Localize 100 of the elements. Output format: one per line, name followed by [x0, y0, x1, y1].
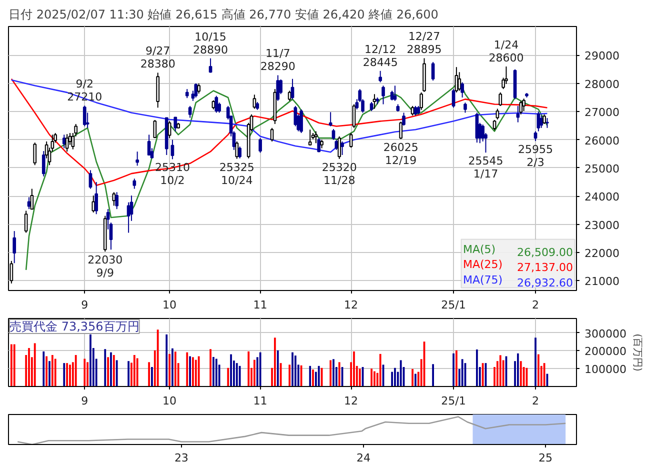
candlestick — [238, 146, 242, 159]
text: MA(25) — [462, 258, 503, 272]
y-tick-label: 100000 — [584, 363, 626, 376]
candlestick — [288, 90, 292, 102]
annotation: 22030 9/9 — [88, 254, 123, 280]
candlestick — [42, 150, 46, 177]
candlestick — [378, 70, 382, 83]
candlestick — [420, 92, 423, 110]
candlestick — [258, 138, 262, 154]
candlestick — [27, 196, 31, 210]
candlestick — [370, 102, 374, 112]
text: MA(5) — [462, 242, 496, 256]
y-tick-label: 28000 — [584, 78, 620, 91]
candlestick — [62, 134, 66, 149]
candlestick — [328, 112, 332, 127]
candlestick — [132, 178, 136, 190]
x-tick-label: 9 — [81, 298, 88, 312]
candlestick — [270, 127, 274, 142]
x-tick-label: 10 — [162, 394, 177, 408]
candlestick — [519, 100, 523, 115]
candlestick — [542, 114, 546, 124]
x-tick-label: 10 — [162, 298, 177, 312]
candlestick — [464, 102, 467, 114]
candlestick — [174, 116, 178, 132]
annotation: 25325 10/24 — [219, 160, 254, 187]
candlestick — [534, 130, 538, 142]
candlestick — [276, 74, 280, 102]
candlestick — [168, 120, 172, 139]
candlestick — [340, 140, 344, 156]
candlestick — [522, 98, 526, 112]
annotation: 10/15 28890 — [193, 30, 228, 56]
candlestick — [460, 82, 464, 98]
annotation: 26,509.00 — [517, 246, 574, 259]
chart-title: 売買代金 73,356百万円 — [10, 320, 140, 334]
candlestick — [136, 151, 139, 166]
candlestick — [208, 58, 212, 74]
candlestick — [317, 138, 321, 153]
x-tick-label: 12 — [344, 394, 358, 408]
annotation: 12/27 28895 — [406, 30, 442, 56]
annotation: 26,932.60 — [517, 276, 574, 290]
y-tick-label: 25000 — [584, 162, 620, 176]
candlestick — [492, 120, 496, 131]
x-tick-label: 9 — [81, 394, 88, 408]
candlestick — [12, 230, 16, 264]
y-tick-label: 29000 — [584, 50, 620, 63]
candlestick — [338, 136, 342, 160]
candlestick — [94, 182, 98, 215]
candlestick — [540, 115, 544, 128]
candlestick — [112, 192, 116, 206]
candlestick — [170, 139, 174, 160]
text: MA(75) — [462, 274, 503, 287]
annotation: 25545 1/17 — [468, 154, 504, 181]
candlestick — [30, 188, 34, 210]
x-tick-label: 25/1 — [441, 298, 466, 312]
x-tick-label: 11 — [253, 298, 268, 312]
candlestick — [197, 82, 200, 94]
candlestick — [452, 88, 456, 108]
candlestick — [185, 88, 189, 99]
y-axis-title: (百万円) — [631, 334, 642, 372]
y-tick-label: 24000 — [584, 190, 620, 204]
candlestick — [332, 128, 336, 140]
candlestick — [188, 105, 192, 118]
candlestick — [153, 120, 157, 139]
candlestick — [65, 134, 69, 152]
y-tick-label: 300000 — [584, 327, 626, 340]
candlestick — [214, 95, 218, 114]
y-tick-label: 23000 — [584, 218, 620, 232]
candlestick — [402, 112, 406, 126]
candlestick — [308, 129, 312, 146]
annotation: 27,137.00 — [517, 261, 574, 274]
candlestick — [399, 121, 402, 140]
candlestick — [372, 94, 376, 110]
candlestick — [147, 134, 151, 156]
y-tick-label: 200000 — [584, 345, 626, 358]
x-tick-label: 25/1 — [441, 394, 466, 408]
candlestick — [24, 210, 28, 234]
candlestick — [82, 105, 86, 127]
candlestick — [349, 132, 353, 148]
candlestick — [431, 62, 435, 82]
candlestick — [382, 85, 385, 105]
chart-title: 日付 2025/02/07 11:30 始値 26,615 高値 26,770 安値 26,420 終値 26,600 — [8, 8, 438, 22]
candlestick — [194, 82, 198, 98]
candlestick — [235, 140, 239, 160]
candlestick — [92, 195, 96, 213]
candlestick — [314, 130, 318, 144]
annotation: 25955 2/3 — [518, 143, 554, 170]
annotation: 9/27 28380 — [140, 44, 176, 71]
candlestick — [300, 108, 303, 134]
x-tick-label: 11 — [253, 394, 268, 408]
candlestick — [88, 170, 92, 190]
annotation: 1/24 28600 — [488, 38, 524, 65]
y-tick-label: 27000 — [584, 106, 620, 120]
candlestick — [458, 72, 462, 92]
x-tick-label: 23 — [174, 452, 188, 464]
candlestick — [115, 192, 118, 210]
candlestick — [496, 108, 500, 120]
x-tick-label: 25 — [538, 452, 553, 464]
candlestick — [33, 142, 37, 166]
candlestick — [290, 78, 294, 100]
y-tick-label: 21000 — [584, 275, 620, 288]
